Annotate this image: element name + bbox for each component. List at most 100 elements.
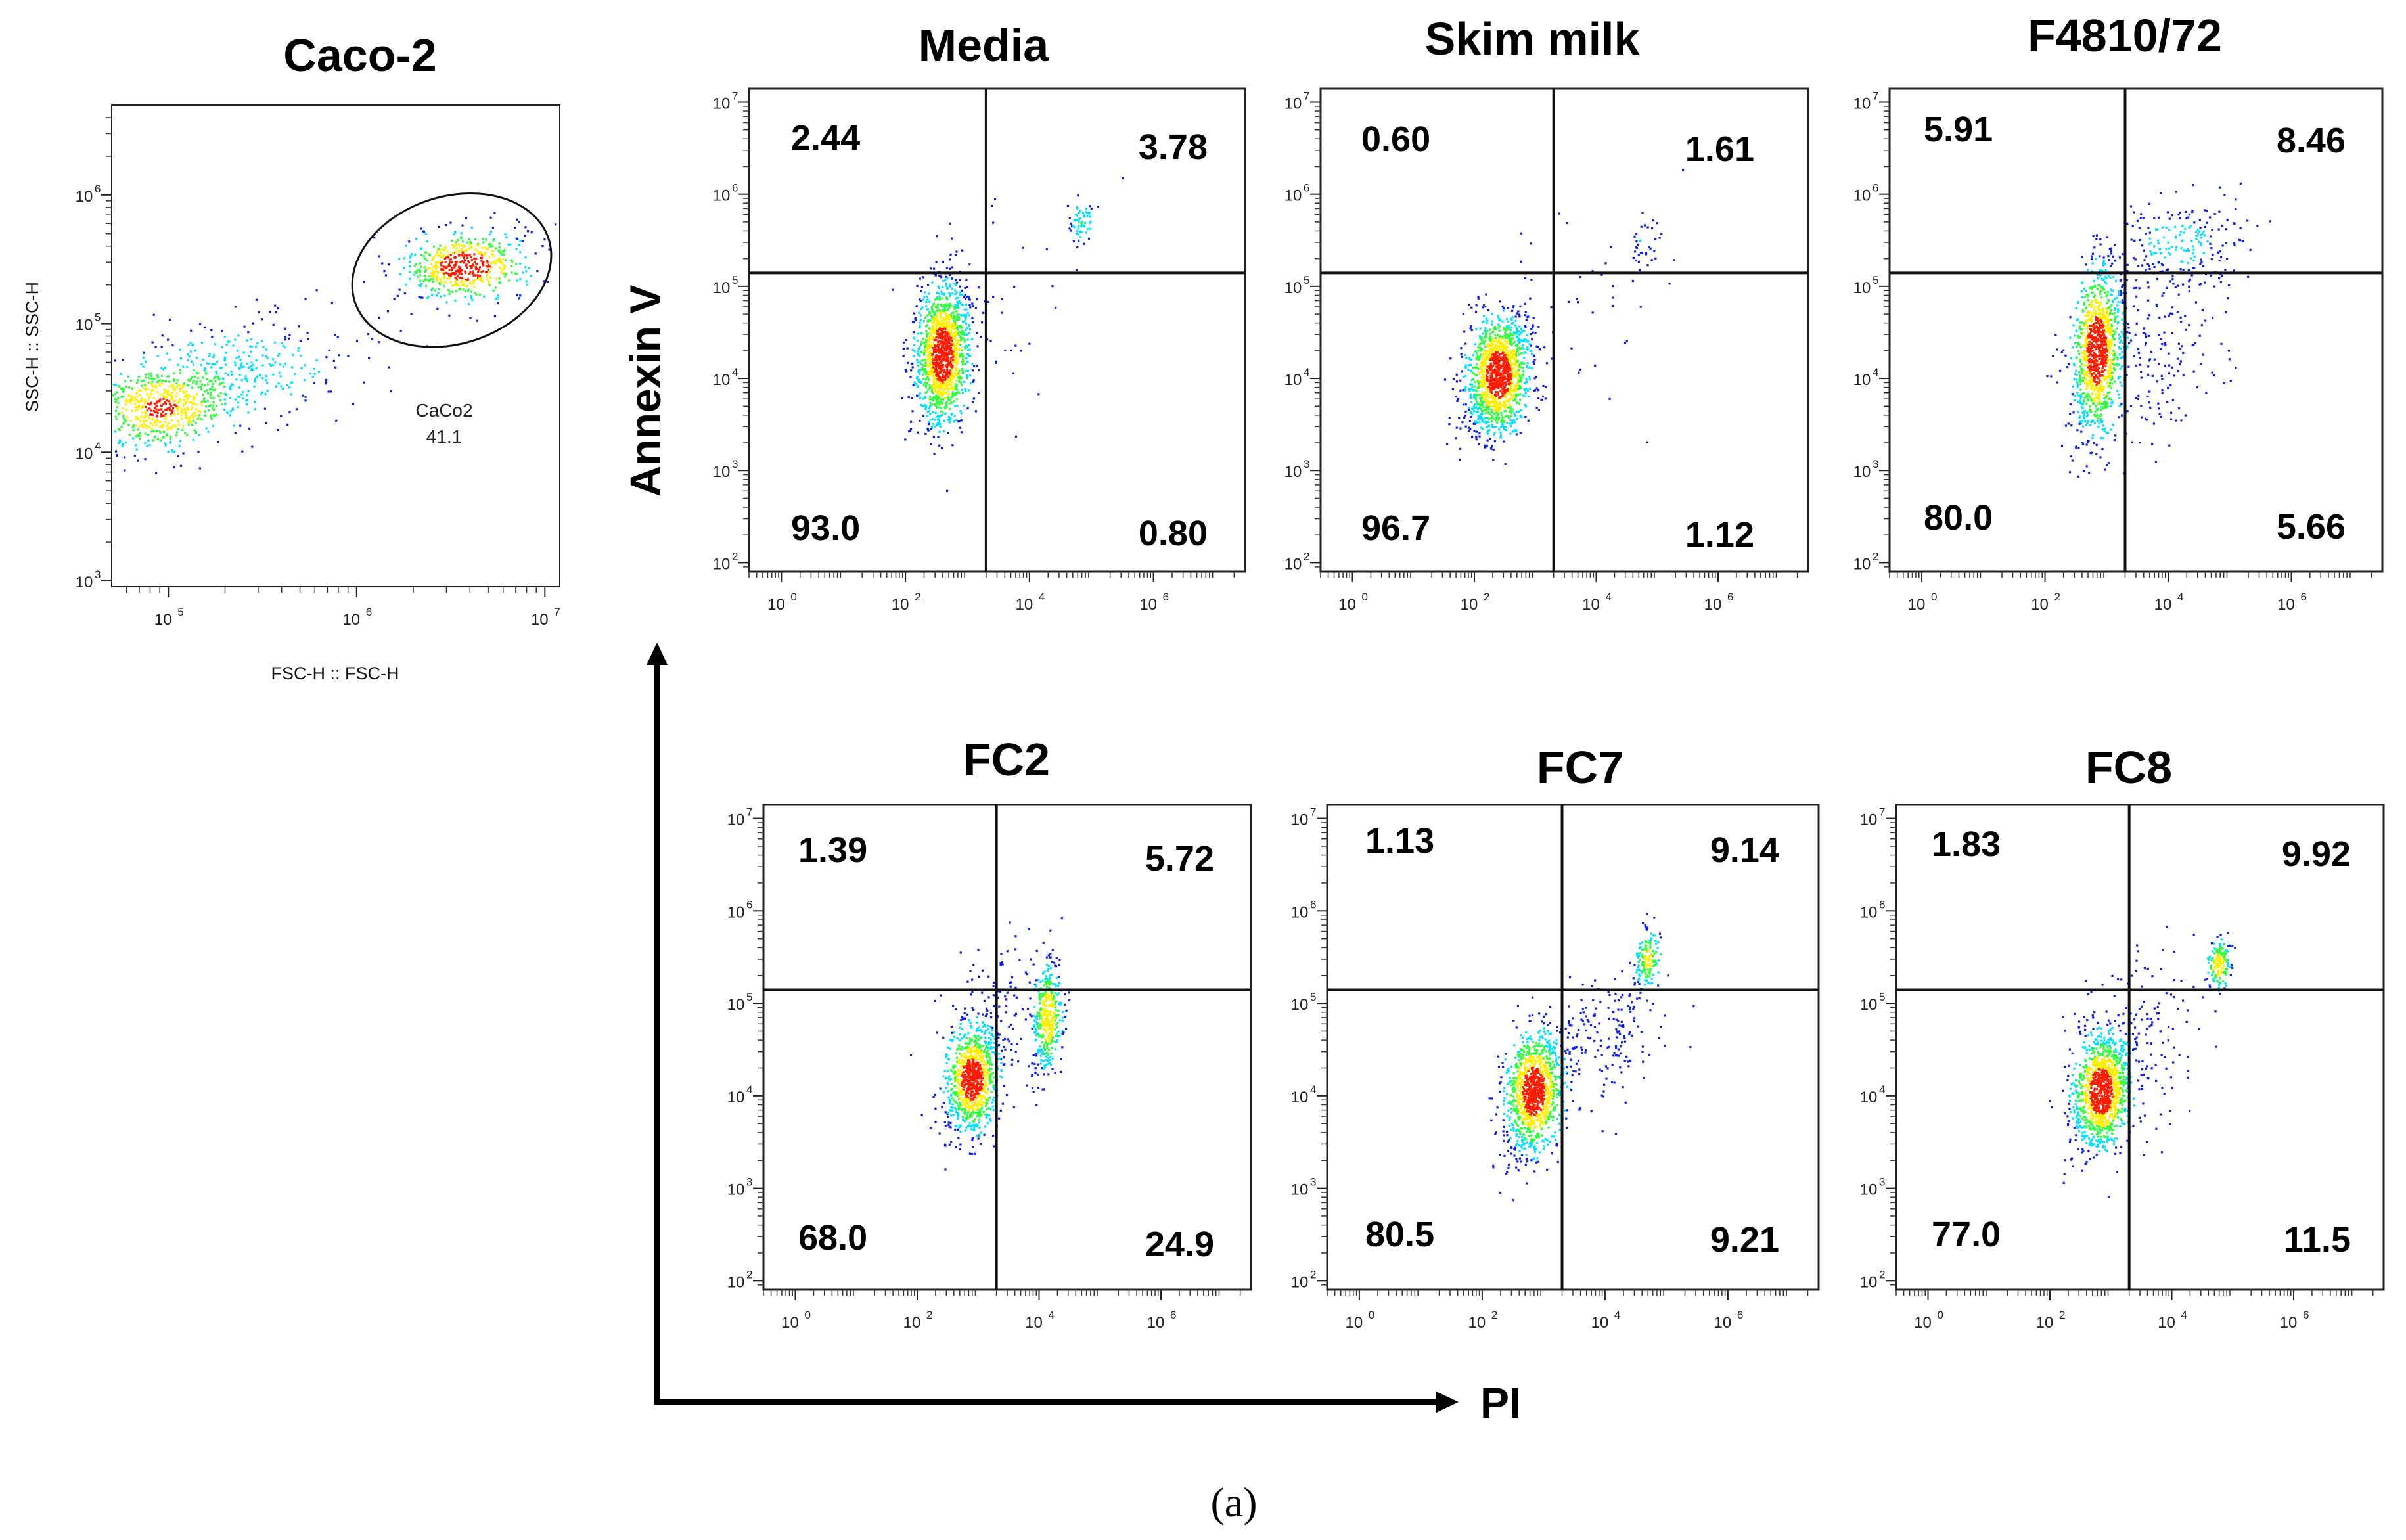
scatter-point (1523, 382, 1526, 384)
scatter-point (1507, 376, 1509, 378)
scatter-point (155, 414, 158, 417)
scatter-point (229, 414, 231, 417)
scatter-point (1483, 392, 1486, 395)
scatter-point (932, 399, 934, 402)
scatter-point (1505, 346, 1507, 349)
scatter-point (175, 382, 178, 385)
scatter-point (939, 334, 942, 338)
scatter-point (946, 321, 949, 324)
scatter-point (201, 400, 204, 403)
scatter-point (469, 317, 472, 319)
scatter-point (474, 279, 476, 281)
scatter-point (1491, 342, 1493, 344)
scatter-point (519, 294, 522, 297)
scatter-point (1525, 388, 1528, 390)
scatter-point (932, 384, 934, 386)
scatter-point (1520, 416, 1523, 419)
scatter-point (1503, 348, 1505, 350)
scatter-point (953, 306, 956, 308)
scatter-point (209, 388, 212, 391)
scatter-point (2104, 276, 2106, 279)
scatter-point (418, 284, 420, 287)
scatter-point (937, 323, 940, 326)
x-tick-label: 10 (767, 596, 785, 614)
scatter-point (1464, 425, 1467, 428)
scatter-point (1471, 436, 1474, 438)
scatter-point (932, 422, 934, 426)
scatter-point (1481, 369, 1484, 372)
scatter-point (510, 259, 512, 261)
scatter-point (181, 409, 184, 412)
scatter-point (168, 407, 171, 409)
scatter-point (945, 370, 948, 373)
scatter-point (972, 397, 975, 400)
scatter-point (1468, 357, 1471, 360)
scatter-point (1089, 220, 1092, 223)
scatter-point (1506, 392, 1509, 394)
scatter-point (1474, 398, 1477, 401)
scatter-point (1527, 419, 1530, 422)
y-tick-exponent: 5 (1304, 274, 1309, 286)
scatter-point (381, 262, 384, 265)
scatter-point (254, 377, 257, 380)
scatter-point (1500, 384, 1503, 387)
scatter-point (919, 351, 922, 354)
scatter-point (1494, 325, 1497, 328)
scatter-point (171, 409, 174, 412)
scatter-point (1497, 417, 1501, 419)
scatter-point (2099, 383, 2102, 386)
scatter-point (437, 292, 440, 294)
scatter-point (1483, 357, 1486, 360)
scatter-point (440, 281, 442, 283)
scatter-point (436, 294, 438, 297)
scatter-point (459, 261, 462, 263)
scatter-point (1085, 211, 1088, 214)
scatter-point (1495, 382, 1498, 385)
scatter-point (1510, 382, 1514, 384)
scatter-point (2089, 372, 2092, 374)
scatter-point (424, 269, 427, 271)
scatter-point (481, 261, 484, 263)
scatter-point (919, 397, 922, 399)
scatter-point (924, 344, 926, 347)
scatter-point (135, 415, 137, 418)
scatter-point (1512, 399, 1515, 402)
scatter-point (420, 296, 422, 299)
scatter-point (939, 296, 942, 299)
scatter-point (942, 322, 944, 325)
scatter-point (949, 342, 952, 345)
scatter-point (946, 353, 949, 355)
scatter-point (1482, 370, 1485, 373)
scatter-point (140, 424, 143, 426)
scatter-point (232, 344, 235, 347)
scatter-point (2056, 381, 2058, 384)
scatter-point (151, 380, 154, 383)
scatter-point (242, 351, 245, 354)
scatter-point (1497, 364, 1499, 367)
scatter-point (266, 357, 269, 359)
scatter-point (978, 369, 980, 372)
scatter-point (943, 309, 945, 311)
scatter-point (1489, 364, 1492, 367)
scatter-point (1497, 315, 1499, 317)
scatter-point (1497, 347, 1500, 350)
scatter-point (311, 376, 314, 378)
scatter-point (466, 267, 468, 269)
scatter-point (948, 315, 951, 318)
scatter-point (1482, 418, 1485, 420)
scatter-point (130, 397, 133, 399)
scatter-point (164, 442, 166, 445)
scatter-point (2094, 410, 2097, 413)
scatter-point (934, 365, 938, 367)
scatter-point (940, 387, 943, 390)
scatter-point (534, 252, 537, 255)
scatter-point (944, 407, 947, 410)
scatter-point (919, 354, 921, 357)
scatter-point (964, 388, 966, 390)
scatter-point (1578, 371, 1580, 374)
scatter-point (363, 281, 365, 283)
scatter-point (1469, 428, 1472, 430)
scatter-point (1478, 385, 1480, 388)
scatter-point (948, 370, 951, 373)
scatter-point (1489, 353, 1491, 355)
